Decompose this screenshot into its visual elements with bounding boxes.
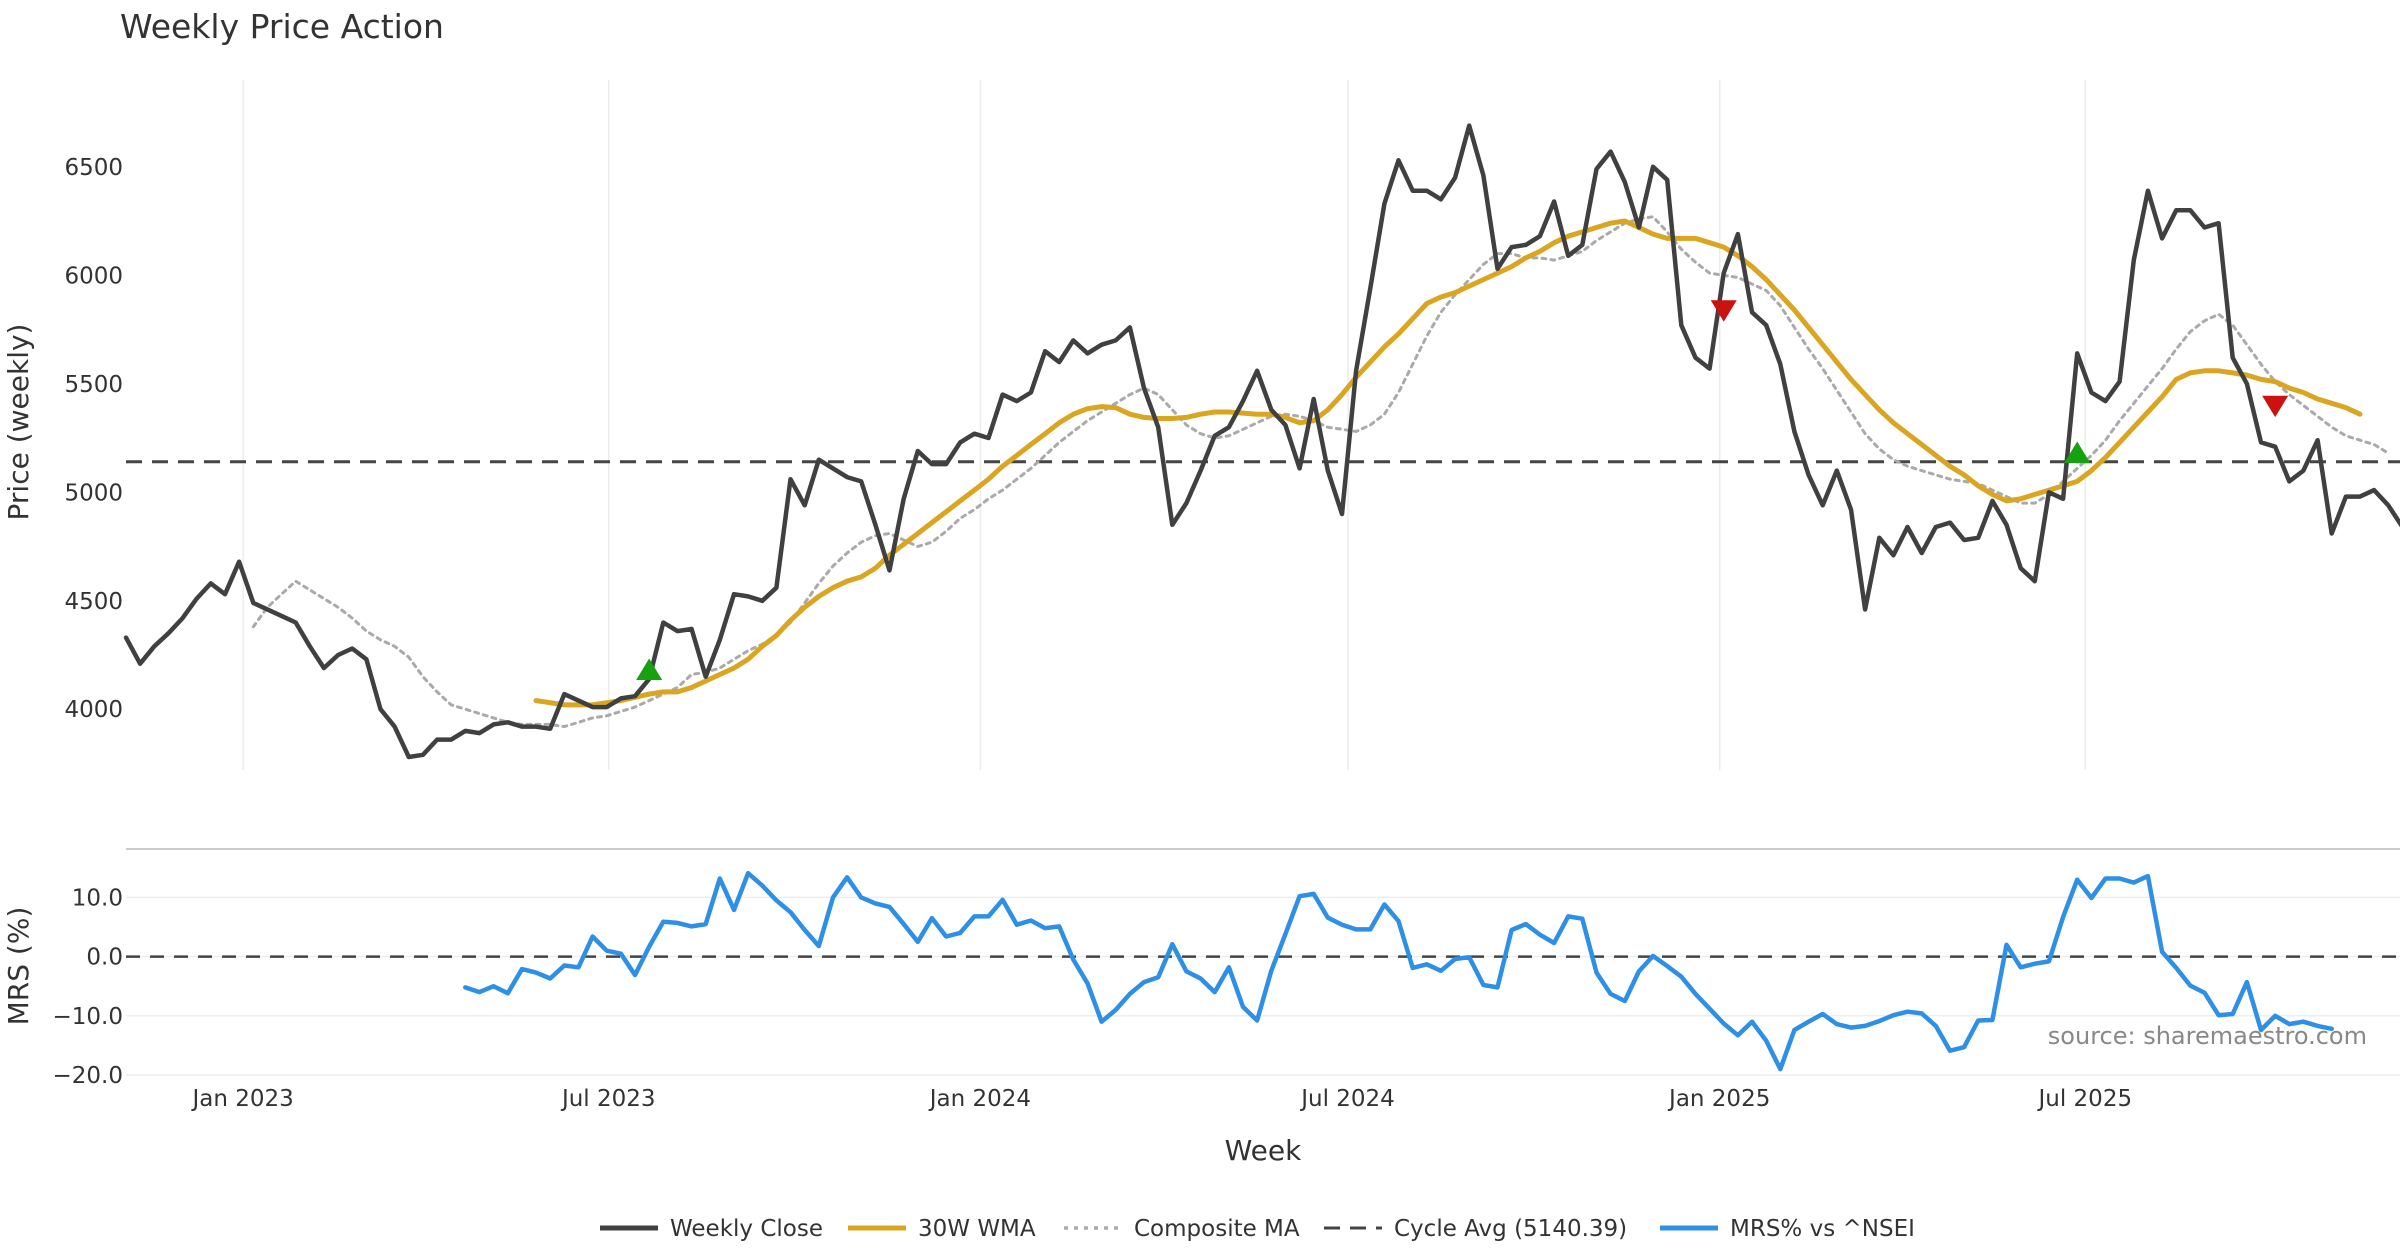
legend-label: Weekly Close [670, 1216, 823, 1242]
x-tick-label: Jul 2024 [1299, 1086, 1395, 1112]
weekly-close-line [123, 123, 2400, 760]
price-grid [242, 80, 2087, 770]
buy-signal-marker [2064, 441, 2091, 463]
legend-item: Cycle Avg (5140.39) [1324, 1216, 1627, 1242]
legend-item: Composite MA [1064, 1216, 1300, 1242]
buy-signal-marker [636, 658, 663, 680]
x-tick-label: Jan 2023 [190, 1086, 293, 1112]
x-tick-label: Jul 2023 [560, 1086, 656, 1112]
x-axis: Jan 2023 Jul 2023 Jan 2024 Jul 2024 Jan 2025… [190, 1086, 2132, 1112]
mrs-series [463, 870, 2334, 1072]
legend-item: Weekly Close [600, 1216, 823, 1242]
price-y-tick-label: 4000 [64, 697, 123, 723]
legend-label: Composite MA [1134, 1216, 1300, 1242]
price-y-tick-label: 4500 [64, 589, 123, 615]
x-tick-label: Jul 2025 [2036, 1086, 2132, 1112]
x-tick-label: Jan 2024 [928, 1086, 1031, 1112]
price-y-axis-title: Price (weekly) [2, 324, 35, 521]
price-y-tick-label: 5500 [64, 372, 123, 398]
mrs-y-axis: −20.0 −10.0 0.0 10.0 [53, 885, 123, 1089]
x-axis-title: Week [1225, 1134, 1302, 1167]
wma-30w-line [533, 218, 2363, 708]
chart-title: Weekly Price Action [120, 7, 444, 46]
mrs-panel: −20.0 −10.0 0.0 10.0 MRS (%) source: sharem… [2, 848, 2400, 1089]
x-tick-label: Jan 2025 [1667, 1086, 1770, 1112]
legend-label: 30W WMA [918, 1216, 1036, 1242]
sell-signal-marker [2262, 395, 2289, 418]
legend-label: MRS% vs ^NSEI [1730, 1216, 1915, 1242]
price-y-tick-label: 5000 [64, 480, 123, 506]
price-series [123, 123, 2400, 760]
price-y-tick-label: 6500 [64, 155, 123, 181]
mrs-y-tick-label: −20.0 [53, 1063, 123, 1089]
mrs-y-tick-label: 0.0 [86, 945, 123, 971]
legend-item: MRS% vs ^NSEI [1660, 1216, 1915, 1242]
price-panel: 4000 4500 5000 5500 6000 6500 Price (weekly) [2, 80, 2400, 770]
source-label: source: sharemaestro.com [2048, 1022, 2367, 1050]
legend-label: Cycle Avg (5140.39) [1394, 1216, 1627, 1242]
mrs-y-tick-label: 10.0 [72, 885, 123, 911]
legend-item: 30W WMA [848, 1216, 1036, 1242]
mrs-y-tick-label: −10.0 [53, 1004, 123, 1030]
legend: Weekly Close 30W WMA Composite MA Cycle Avg… [600, 1216, 1915, 1242]
composite-ma-line [251, 215, 2390, 729]
price-y-tick-label: 6000 [64, 263, 123, 289]
sell-signal-marker [1710, 300, 1737, 322]
signal-markers [636, 300, 2289, 680]
mrs-vs-nsei-line [463, 870, 2334, 1072]
mrs-y-axis-title: MRS (%) [2, 907, 35, 1026]
price-y-axis: 4000 4500 5000 5500 6000 6500 [64, 155, 123, 723]
